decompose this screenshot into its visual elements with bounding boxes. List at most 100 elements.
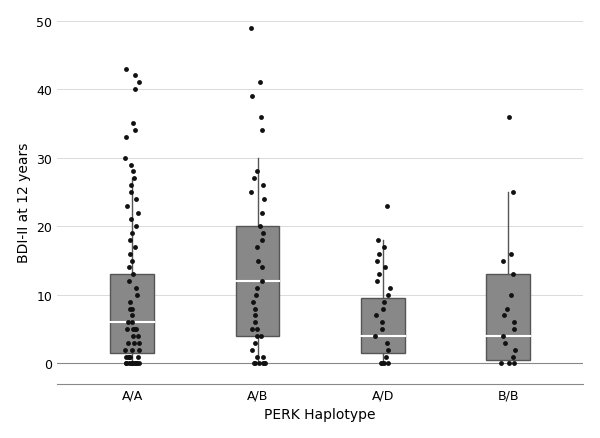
Point bbox=[251, 292, 261, 299]
Point bbox=[506, 292, 516, 299]
Point bbox=[122, 326, 131, 333]
Point bbox=[255, 80, 265, 87]
Point bbox=[374, 271, 383, 278]
Point bbox=[246, 25, 256, 32]
Point bbox=[128, 333, 138, 340]
Point bbox=[124, 264, 134, 271]
Point bbox=[125, 237, 135, 244]
Point bbox=[508, 189, 518, 196]
Point bbox=[259, 230, 268, 237]
Point bbox=[125, 353, 135, 360]
Point bbox=[258, 360, 268, 367]
Point bbox=[383, 346, 392, 353]
Point bbox=[130, 326, 140, 333]
Point bbox=[130, 244, 139, 251]
Point bbox=[131, 127, 140, 134]
Point bbox=[131, 326, 141, 333]
Point bbox=[127, 230, 136, 237]
Point bbox=[121, 346, 130, 353]
Point bbox=[250, 319, 260, 326]
Point bbox=[131, 196, 140, 203]
Point bbox=[502, 305, 512, 312]
Point bbox=[377, 360, 386, 367]
Point bbox=[126, 216, 136, 223]
Point bbox=[121, 134, 131, 141]
Y-axis label: BDI-II at 12 years: BDI-II at 12 years bbox=[17, 143, 31, 263]
Point bbox=[252, 285, 262, 292]
Point bbox=[257, 127, 267, 134]
Point bbox=[134, 353, 143, 360]
Point bbox=[130, 360, 140, 367]
Point bbox=[508, 353, 517, 360]
Point bbox=[128, 121, 137, 128]
Point bbox=[121, 360, 131, 367]
Point bbox=[122, 203, 132, 210]
Point bbox=[120, 155, 130, 162]
Point bbox=[377, 326, 386, 333]
Point bbox=[128, 326, 137, 333]
Point bbox=[134, 360, 144, 367]
Point bbox=[134, 339, 144, 346]
Point bbox=[127, 319, 137, 326]
Point bbox=[377, 319, 387, 326]
Point bbox=[132, 360, 142, 367]
Bar bbox=[110, 275, 154, 353]
Point bbox=[124, 353, 134, 360]
Point bbox=[256, 114, 266, 121]
X-axis label: PERK Haplotype: PERK Haplotype bbox=[265, 407, 376, 421]
Point bbox=[127, 305, 137, 312]
Point bbox=[383, 360, 392, 367]
Point bbox=[124, 339, 133, 346]
Point bbox=[509, 271, 518, 278]
Point bbox=[382, 203, 392, 210]
Point bbox=[127, 258, 136, 265]
Point bbox=[253, 353, 262, 360]
Point bbox=[130, 86, 140, 93]
Point bbox=[130, 73, 140, 80]
Point bbox=[509, 360, 518, 367]
Point bbox=[259, 182, 268, 189]
Point bbox=[382, 339, 392, 346]
Point bbox=[121, 66, 130, 73]
Point bbox=[131, 223, 140, 230]
Point bbox=[123, 353, 133, 360]
Point bbox=[127, 360, 137, 367]
Point bbox=[121, 353, 131, 360]
Point bbox=[506, 251, 515, 258]
Point bbox=[129, 339, 139, 346]
Point bbox=[511, 346, 520, 353]
Point bbox=[250, 339, 259, 346]
Point bbox=[250, 360, 259, 367]
Point bbox=[500, 339, 509, 346]
Point bbox=[383, 292, 392, 299]
Point bbox=[257, 264, 267, 271]
Point bbox=[253, 169, 262, 176]
Point bbox=[125, 298, 135, 305]
Point bbox=[252, 333, 262, 340]
Point bbox=[250, 312, 260, 319]
Point bbox=[250, 175, 259, 182]
Point bbox=[373, 278, 382, 285]
Point bbox=[257, 278, 266, 285]
Point bbox=[259, 360, 269, 367]
Point bbox=[496, 360, 506, 367]
Point bbox=[134, 333, 143, 340]
Point bbox=[128, 169, 137, 176]
Point bbox=[131, 360, 141, 367]
Point bbox=[509, 326, 518, 333]
Point bbox=[509, 319, 519, 326]
Point bbox=[253, 326, 262, 333]
Point bbox=[123, 319, 133, 326]
Point bbox=[125, 305, 135, 312]
Point bbox=[125, 278, 134, 285]
Point bbox=[380, 298, 389, 305]
Point bbox=[259, 196, 269, 203]
Point bbox=[133, 292, 142, 299]
Point bbox=[250, 305, 259, 312]
Point bbox=[371, 312, 381, 319]
Point bbox=[247, 346, 257, 353]
Point bbox=[382, 353, 391, 360]
Point bbox=[504, 360, 514, 367]
Point bbox=[134, 209, 143, 216]
Point bbox=[248, 298, 257, 305]
